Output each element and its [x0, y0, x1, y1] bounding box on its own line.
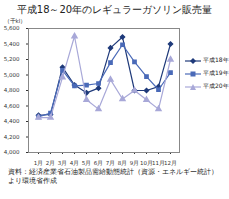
html-text:平成19年: 平成19年 [203, 69, 229, 76]
html-text:資料：経済産業省石油製品需給動態統計（資源・エネルギー統計）: 資料：経済産業省石油製品需給動態統計（資源・エネルギー統計）より環境省作成 [8, 168, 218, 185]
svg-text:6月: 6月 [94, 160, 104, 166]
svg-text:9月: 9月 [130, 160, 140, 166]
svg-text:4,600: 4,600 [4, 103, 20, 109]
svg-text:（千kl）: （千kl） [4, 17, 27, 25]
svg-text:4,200: 4,200 [4, 134, 20, 140]
html-text:平成18～20年のレギュラーガソリン販売量: 平成18～20年のレギュラーガソリン販売量 [16, 4, 213, 15]
svg-text:4,800: 4,800 [4, 87, 20, 93]
svg-text:8月: 8月 [118, 160, 128, 166]
svg-text:5月: 5月 [82, 160, 92, 166]
svg-text:4,000: 4,000 [4, 149, 20, 155]
svg-text:4月: 4月 [70, 160, 80, 166]
svg-text:4,400: 4,400 [4, 118, 20, 124]
html-text:平成20年: 平成20年 [203, 82, 229, 89]
svg-text:12月: 12月 [164, 160, 177, 166]
svg-text:5,000: 5,000 [4, 72, 20, 78]
svg-text:3月: 3月 [58, 160, 68, 166]
svg-text:5,400: 5,400 [4, 41, 20, 47]
svg-text:5,600: 5,600 [4, 25, 20, 31]
svg-text:1月: 1月 [34, 160, 44, 166]
html-text:平成18年: 平成18年 [203, 56, 229, 63]
svg-text:7月: 7月 [106, 160, 116, 166]
svg-text:2月: 2月 [46, 160, 56, 166]
svg-text:5,200: 5,200 [4, 56, 20, 62]
